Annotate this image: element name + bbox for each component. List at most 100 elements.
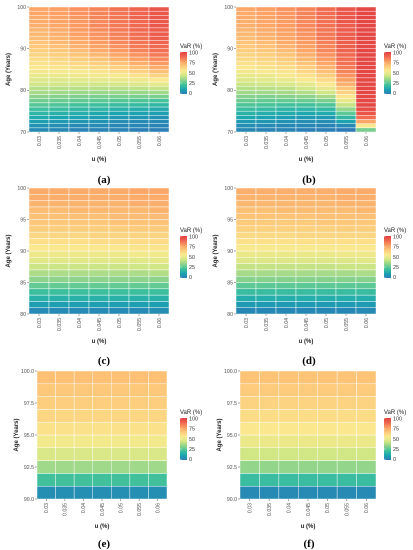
heatmap-cell [148, 396, 168, 410]
heatmap-cell [148, 485, 168, 500]
heatmap-cell [295, 127, 317, 133]
heatmap-cell [295, 219, 317, 227]
heatmap-cell [255, 212, 277, 220]
y-tick-label: 95.0 [24, 433, 34, 439]
heatmap-cell [275, 307, 297, 315]
x-axis-title: u (%) [301, 524, 316, 530]
heatmap-cell [68, 77, 90, 83]
heatmap-cell [295, 123, 317, 129]
x-tick-label: 0.045 [97, 136, 103, 149]
heatmap-cell [108, 102, 130, 108]
heatmap-cell [255, 301, 277, 308]
x-tick-label: 0.04 [77, 136, 83, 146]
heatmap-cell [36, 434, 56, 449]
heatmap-cell [235, 77, 257, 83]
heatmap-cell [315, 94, 337, 99]
heatmap-cell [335, 288, 357, 296]
heatmap-cell [239, 370, 260, 385]
heatmap-cell [355, 206, 377, 214]
heatmap-cell [356, 409, 377, 423]
heatmap-cell [275, 10, 297, 16]
legend-tick-label: 0 [393, 275, 396, 281]
heatmap-cell [88, 238, 110, 245]
heatmap-cell [128, 257, 150, 264]
heatmap-cell [108, 110, 130, 116]
heatmap-cell [111, 434, 131, 449]
heatmap-cell [111, 473, 131, 487]
heatmap-cell [88, 52, 110, 58]
heatmap-cell [88, 250, 110, 258]
heatmap-cell [128, 200, 150, 208]
heatmap-cell [255, 110, 277, 116]
heatmap-cell [88, 282, 110, 290]
heatmap-cell [255, 275, 277, 283]
heatmap-cell [148, 460, 168, 474]
heatmap-cell [315, 31, 337, 37]
heatmap-cell [48, 23, 70, 29]
heatmap-cell [28, 6, 50, 12]
heatmap-cell [295, 288, 317, 296]
heatmap-cell [255, 206, 277, 214]
heatmap-cell [315, 119, 337, 124]
heatmap-cell [255, 85, 277, 91]
heatmap-cell [48, 15, 70, 20]
heatmap-cell [315, 294, 337, 302]
legend-title: VaR (%) [384, 228, 406, 234]
heatmap-cell [239, 473, 260, 487]
heatmap-panel-2: 80 85 90 95 100 0.03 0.035 0.04 0.045 0.05 0.055 0.… [6, 186, 202, 367]
heatmap-cell [108, 119, 130, 124]
heatmap-cell [295, 231, 317, 239]
heatmap-cell [235, 98, 257, 104]
heatmap-cell [315, 56, 337, 62]
x-tick-label: 0.035 [264, 318, 270, 331]
heatmap-cell [68, 15, 90, 20]
heatmap-cell [355, 81, 377, 87]
heatmap-cell [148, 219, 170, 227]
heatmap-cell [235, 73, 257, 79]
heatmap-cell [28, 102, 50, 108]
heatmap-cell [48, 250, 70, 258]
heatmap-cell [28, 301, 50, 308]
heatmap-cell [295, 106, 317, 112]
heatmap-cell [239, 460, 260, 474]
panel-caption: (f) [304, 538, 315, 550]
heatmap-cell [275, 127, 297, 133]
legend-colorbar [384, 418, 391, 460]
heatmap-cell [235, 90, 257, 95]
heatmap-cell [128, 73, 150, 79]
heatmap-cell [275, 48, 297, 54]
heatmap-cell [275, 56, 297, 62]
y-tick-label: 100.0 [224, 369, 237, 375]
heatmap-cell [128, 123, 150, 129]
heatmap-cell [148, 27, 170, 33]
heatmap-cell [128, 282, 150, 290]
heatmap-cell [108, 294, 130, 302]
x-tick-label: 0.035 [267, 503, 273, 516]
y-axis-title: Age (Years) [6, 53, 12, 86]
heatmap-cell [68, 219, 90, 227]
heatmap-cell [355, 119, 377, 124]
heatmap-cell [356, 434, 377, 449]
heatmap-cell [295, 27, 317, 33]
heatmap-cell [108, 69, 130, 74]
heatmap-cell [128, 27, 150, 33]
heatmap-cell [255, 187, 277, 195]
heatmap-cell [355, 110, 377, 116]
heatmap-cell [317, 485, 338, 500]
heatmap-cell [298, 473, 318, 487]
x-tick-label: 0.05 [117, 318, 123, 328]
heatmap-cell [275, 301, 297, 308]
heatmap-cell [315, 115, 337, 120]
x-tick-label: 0.055 [344, 318, 350, 331]
heatmap-cell [88, 231, 110, 239]
heatmap-cell [255, 231, 277, 239]
heatmap-cell [92, 383, 112, 397]
heatmap-cell [336, 447, 357, 461]
heatmap-cell [111, 396, 131, 410]
heatmap-cell [108, 263, 130, 271]
heatmap-cell [355, 15, 377, 20]
heatmap-cell [88, 23, 110, 29]
y-axis-title: Age (Years) [14, 418, 20, 451]
x-tick-label: 0.055 [344, 136, 350, 149]
